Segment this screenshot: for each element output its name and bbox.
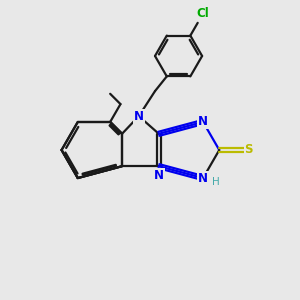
Text: N: N	[154, 169, 164, 182]
Text: H: H	[212, 178, 220, 188]
Text: N: N	[134, 110, 144, 123]
Text: Cl: Cl	[196, 8, 209, 20]
Text: S: S	[244, 143, 253, 157]
Text: N: N	[198, 172, 208, 184]
Text: N: N	[198, 116, 208, 128]
